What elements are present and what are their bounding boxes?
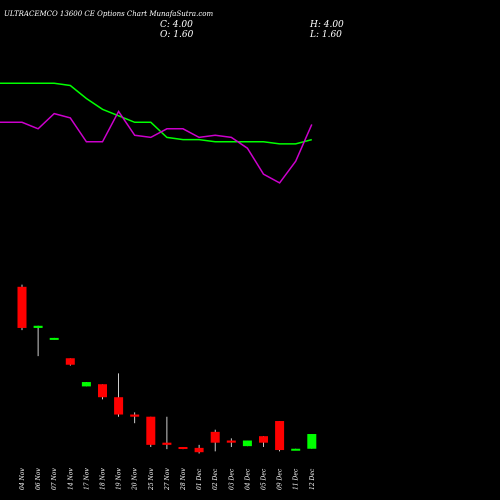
candle bbox=[146, 416, 156, 448]
x-tick-label: 28 Nov bbox=[180, 468, 187, 491]
indicator-lines bbox=[0, 82, 313, 184]
candle-body bbox=[259, 436, 268, 443]
x-tick-label: 20 Nov bbox=[132, 468, 139, 491]
candle-body bbox=[307, 434, 317, 449]
x-tick-label: 02 Dec bbox=[212, 468, 219, 490]
chart-title: ULTRACEMCO 13600 CE Options Chart Munafa… bbox=[4, 10, 213, 18]
candle-body bbox=[178, 447, 188, 450]
x-tick-label: 03 Dec bbox=[228, 468, 235, 490]
candle-body bbox=[81, 382, 91, 387]
candle bbox=[17, 284, 27, 331]
x-tick-label: 05 Dec bbox=[261, 468, 268, 490]
candle bbox=[226, 438, 236, 448]
x-tick-label: 04 Dec bbox=[244, 468, 251, 490]
open-value: O: 1.60 bbox=[160, 30, 194, 40]
candle-body bbox=[17, 286, 27, 328]
candle-body bbox=[130, 414, 140, 417]
x-tick-label: 27 Nov bbox=[164, 468, 171, 491]
magenta-indicator-line bbox=[0, 109, 313, 184]
x-tick-label: 25 Nov bbox=[148, 468, 155, 491]
high-value: H: 4.00 bbox=[309, 20, 344, 30]
candle-body bbox=[146, 416, 156, 445]
candle-body bbox=[33, 325, 43, 328]
candle bbox=[65, 358, 75, 366]
candle-body bbox=[162, 442, 172, 445]
candle bbox=[130, 412, 140, 424]
x-tick-label: 09 Dec bbox=[277, 468, 284, 490]
candle-body bbox=[98, 384, 107, 398]
candle bbox=[242, 440, 252, 447]
candle bbox=[162, 416, 172, 450]
candle bbox=[98, 384, 107, 400]
candle bbox=[81, 382, 91, 387]
x-tick-label: 19 Nov bbox=[116, 468, 123, 490]
x-tick-label: 18 Nov bbox=[100, 468, 107, 490]
x-tick-label: 11 Dec bbox=[293, 468, 300, 490]
x-tick-label: 17 Nov bbox=[83, 468, 90, 490]
candle bbox=[194, 444, 204, 454]
candle bbox=[307, 434, 317, 449]
candle-body bbox=[49, 337, 59, 340]
candle bbox=[33, 325, 43, 357]
candle bbox=[178, 447, 188, 450]
candle bbox=[259, 436, 268, 448]
candle-body bbox=[291, 448, 301, 451]
candle-body bbox=[226, 440, 236, 443]
candle bbox=[210, 429, 220, 452]
candle bbox=[291, 448, 301, 451]
candles bbox=[17, 284, 317, 454]
x-tick-label: 06 Nov bbox=[35, 468, 42, 490]
x-tick-label: 07 Nov bbox=[51, 468, 58, 490]
x-tick-label: 04 Nov bbox=[19, 468, 26, 490]
x-axis-ticks: 04 Nov 06 Nov 07 Nov 14 Nov 17 Nov 18 Nov 19 N… bbox=[19, 468, 316, 491]
x-tick-label: 01 Dec bbox=[196, 468, 203, 490]
candle-body bbox=[65, 358, 75, 365]
candle-body bbox=[242, 440, 252, 447]
candle bbox=[275, 421, 285, 452]
low-value: L: 1.60 bbox=[309, 30, 342, 40]
candle bbox=[114, 373, 124, 417]
close-value: C: 4.00 bbox=[160, 20, 193, 30]
x-tick-label: 14 Nov bbox=[67, 468, 74, 490]
candle-body bbox=[275, 421, 285, 451]
candle bbox=[49, 337, 59, 340]
candle-body bbox=[114, 397, 124, 415]
x-tick-label: 12 Dec bbox=[309, 468, 316, 490]
green-indicator-line bbox=[0, 82, 312, 145]
candle-body bbox=[210, 431, 220, 443]
candle-body bbox=[194, 447, 204, 453]
